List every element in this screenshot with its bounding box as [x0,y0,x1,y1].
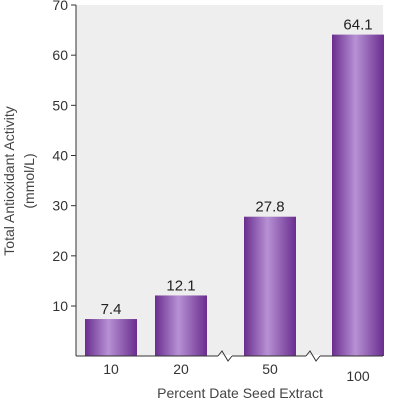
bar-20 [155,295,207,356]
x-tick-label-10: 10 [103,361,119,377]
y-tick-label-60: 60 [52,47,68,63]
value-label-50: 27.8 [255,199,284,216]
y-tick-label-50: 50 [52,97,68,113]
x-tick-label-50: 50 [262,361,278,377]
value-labels-group: 7.4 12.1 27.8 64.1 [101,17,373,318]
value-label-20: 12.1 [166,277,195,294]
x-axis-title: Percent Date Seed Extract [157,385,323,401]
y-tick-label-30: 30 [52,198,68,214]
value-label-10: 7.4 [101,301,122,318]
axis-break-mark [217,350,233,362]
bars-group [85,34,384,357]
x-tick-label-20: 20 [173,361,189,377]
axis-break-mark [305,350,321,362]
y-tick-label-20: 20 [52,248,68,264]
y-tick-label-10: 10 [52,298,68,314]
x-axis: 10 20 50 100 [76,350,383,384]
y-tick-label-40: 40 [52,148,68,164]
bar-10 [85,319,137,356]
y-axis: 10 20 30 40 50 60 70 [52,0,77,356]
plot-background [76,5,383,356]
y-axis-unit: (mmol/L) [21,153,37,208]
value-label-100: 64.1 [343,17,372,34]
x-tick-label-100: 100 [346,368,370,384]
bar-50 [244,216,296,356]
bar-100 [332,34,384,357]
y-axis-title: Total Antioxidant Activity [1,106,17,255]
y-tick-label-70: 70 [52,0,68,13]
